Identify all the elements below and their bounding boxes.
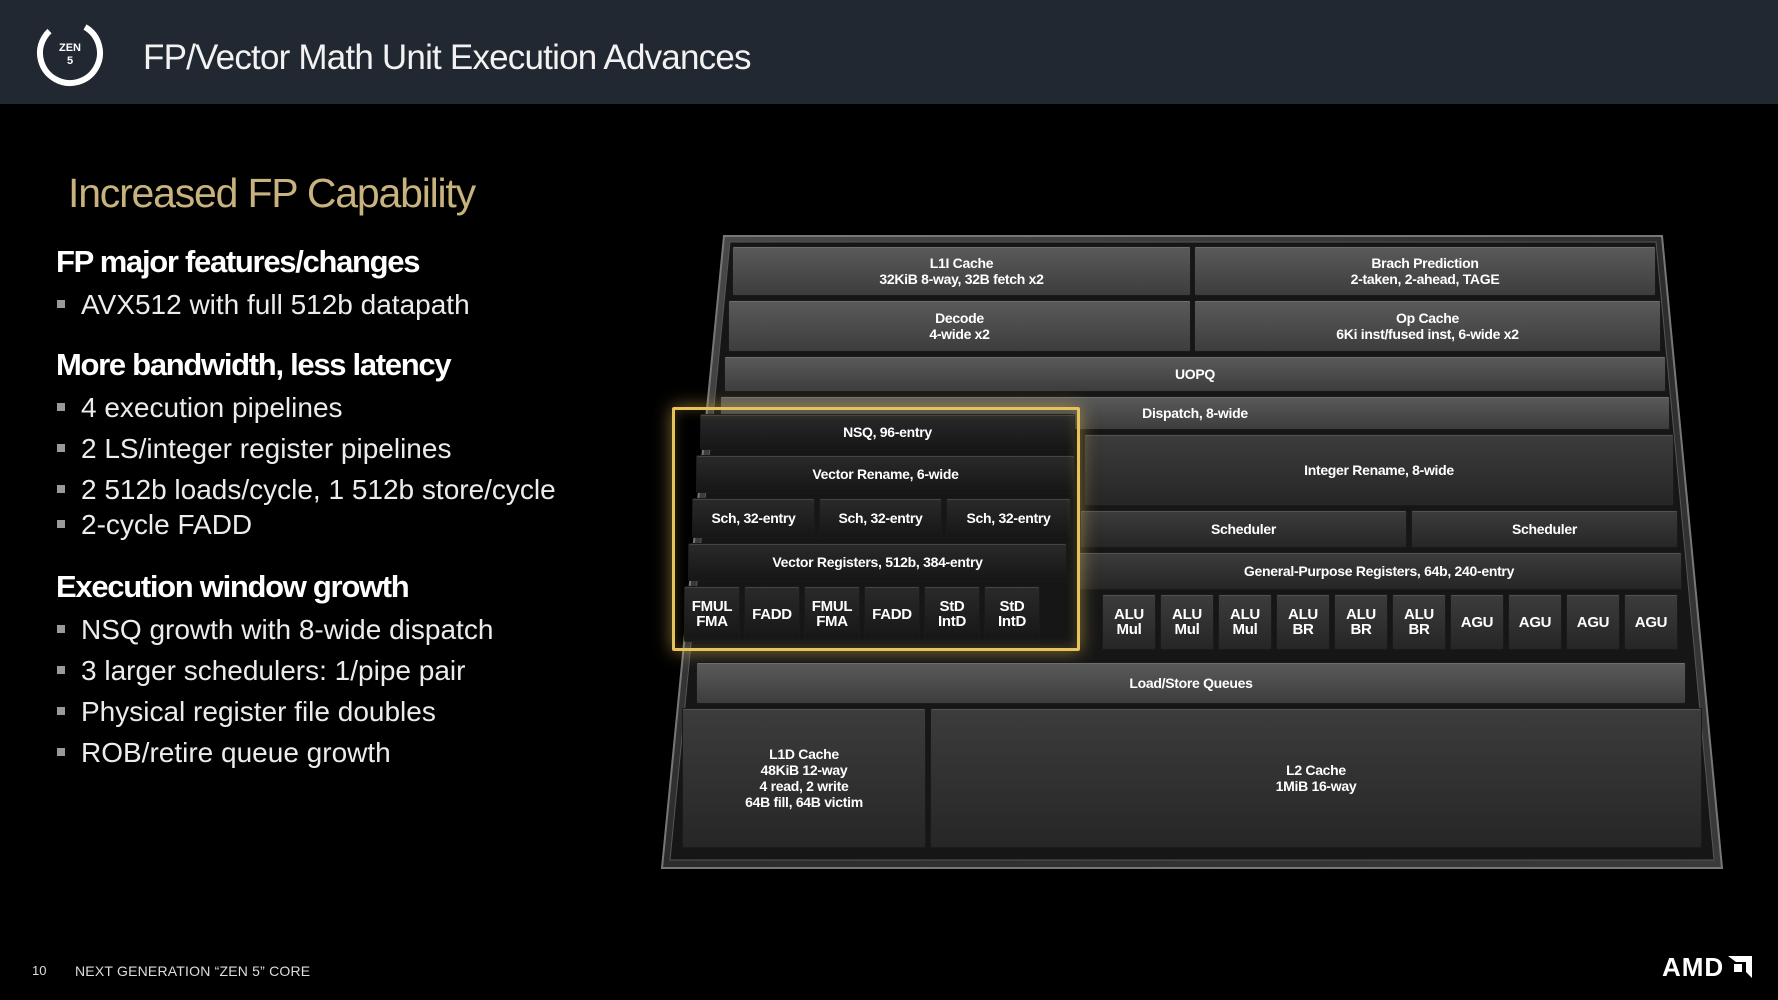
- bullet-item: 4 execution pipelines: [57, 392, 343, 424]
- bullet-icon: [57, 300, 65, 308]
- fp-unit-cell: FADD: [744, 586, 800, 642]
- bullet-icon: [57, 625, 65, 633]
- vector-registers-block: Vector Registers, 512b, 384-entry: [688, 543, 1067, 581]
- group-heading-window: Execution window growth: [56, 569, 410, 604]
- fp-scheduler-block: Sch, 32-entry: [946, 498, 1071, 538]
- l1d-cache-block: L1D Cache 48KiB 12-way 4 read, 2 write 64B …: [682, 708, 926, 848]
- int-scheduler-block: Scheduler: [1080, 510, 1407, 548]
- bullet-item: 2-cycle FADD: [57, 509, 252, 541]
- int-unit-cell: ALU Mul: [1102, 594, 1156, 650]
- dispatch-block: Dispatch, 8-wide: [720, 396, 1670, 430]
- bullet-icon: [57, 520, 65, 528]
- group-heading-features: FP major features/changes: [56, 244, 421, 279]
- decode-block: Decode 4-wide x2: [728, 300, 1191, 352]
- op-cache-block: Op Cache 6Ki inst/fused inst, 6-wide x2: [1194, 300, 1661, 352]
- fp-unit-cell: StD IntD: [984, 586, 1040, 642]
- fp-unit-cell: FADD: [864, 586, 920, 642]
- nsq-block: NSQ, 96-entry: [700, 414, 1075, 450]
- bullet-icon: [57, 748, 65, 756]
- int-unit-cell: ALU BR: [1334, 594, 1388, 650]
- fp-scheduler-block: Sch, 32-entry: [819, 498, 942, 538]
- int-unit-cell: ALU Mul: [1160, 594, 1214, 650]
- bullet-item: 2 512b loads/cycle, 1 512b store/cycle: [57, 474, 556, 506]
- bullet-item: AVX512 with full 512b datapath: [57, 289, 470, 321]
- int-unit-cell: ALU BR: [1392, 594, 1446, 650]
- amd-arrow-icon: [1728, 956, 1753, 978]
- int-unit-cell: AGU: [1566, 594, 1620, 650]
- slide-title: FP/Vector Math Unit Execution Advances: [143, 38, 752, 77]
- bullet-item: NSQ growth with 8-wide dispatch: [57, 614, 493, 646]
- page-number: 10: [32, 963, 47, 978]
- l1i-cache-block: L1I Cache 32KiB 8-way, 32B fetch x2: [732, 246, 1191, 296]
- zen5-logo: ZEN 5: [37, 20, 103, 86]
- group-heading-bandwidth: More bandwidth, less latency: [56, 347, 452, 382]
- svg-text:5: 5: [67, 55, 73, 67]
- bullet-item: ROB/retire queue growth: [57, 737, 391, 769]
- footer-text: NEXT GENERATION “ZEN 5” CORE: [75, 963, 311, 979]
- bullet-item: 2 LS/integer register pipelines: [57, 433, 451, 465]
- load-store-queues-block: Load/Store Queues: [696, 662, 1686, 704]
- bullet-icon: [57, 485, 65, 493]
- uopq-block: UOPQ: [724, 356, 1666, 392]
- bullet-icon: [57, 444, 65, 452]
- l2-cache-block: L2 Cache 1MiB 16-way: [930, 708, 1702, 848]
- bullet-icon: [57, 403, 65, 411]
- fp-unit-cell: FMUL FMA: [804, 586, 860, 642]
- gp-registers-block: General-Purpose Registers, 64b, 240-entr…: [1076, 552, 1682, 590]
- bullet-icon: [57, 666, 65, 674]
- fp-unit-cell: FMUL FMA: [684, 586, 740, 642]
- integer-rename-block: Integer Rename, 8-wide: [1084, 434, 1674, 506]
- fp-scheduler-block: Sch, 32-entry: [692, 498, 815, 538]
- int-unit-cell: ALU BR: [1276, 594, 1330, 650]
- section-title: Increased FP Capability: [68, 170, 476, 216]
- svg-text:ZEN: ZEN: [59, 42, 81, 54]
- vector-rename-block: Vector Rename, 6-wide: [696, 455, 1075, 493]
- int-unit-cell: AGU: [1508, 594, 1562, 650]
- slide-header: ZEN 5 FP/Vector Math Unit Execution Adva…: [0, 0, 1778, 104]
- branch-prediction-block: Brach Prediction 2-taken, 2-ahead, TAGE: [1194, 246, 1656, 296]
- amd-logo: AMD: [1662, 952, 1753, 983]
- int-unit-cell: AGU: [1450, 594, 1504, 650]
- core-block-diagram: L1I Cache 32KiB 8-way, 32B fetch x2 Brach…: [660, 232, 1730, 872]
- bullet-item: Physical register file doubles: [57, 696, 436, 728]
- int-unit-cell: ALU Mul: [1218, 594, 1272, 650]
- fp-unit-cell: StD IntD: [924, 586, 980, 642]
- int-unit-cell: AGU: [1624, 594, 1678, 650]
- bullet-icon: [57, 707, 65, 715]
- int-scheduler-block: Scheduler: [1411, 510, 1678, 548]
- bullet-item: 3 larger schedulers: 1/pipe pair: [57, 655, 465, 687]
